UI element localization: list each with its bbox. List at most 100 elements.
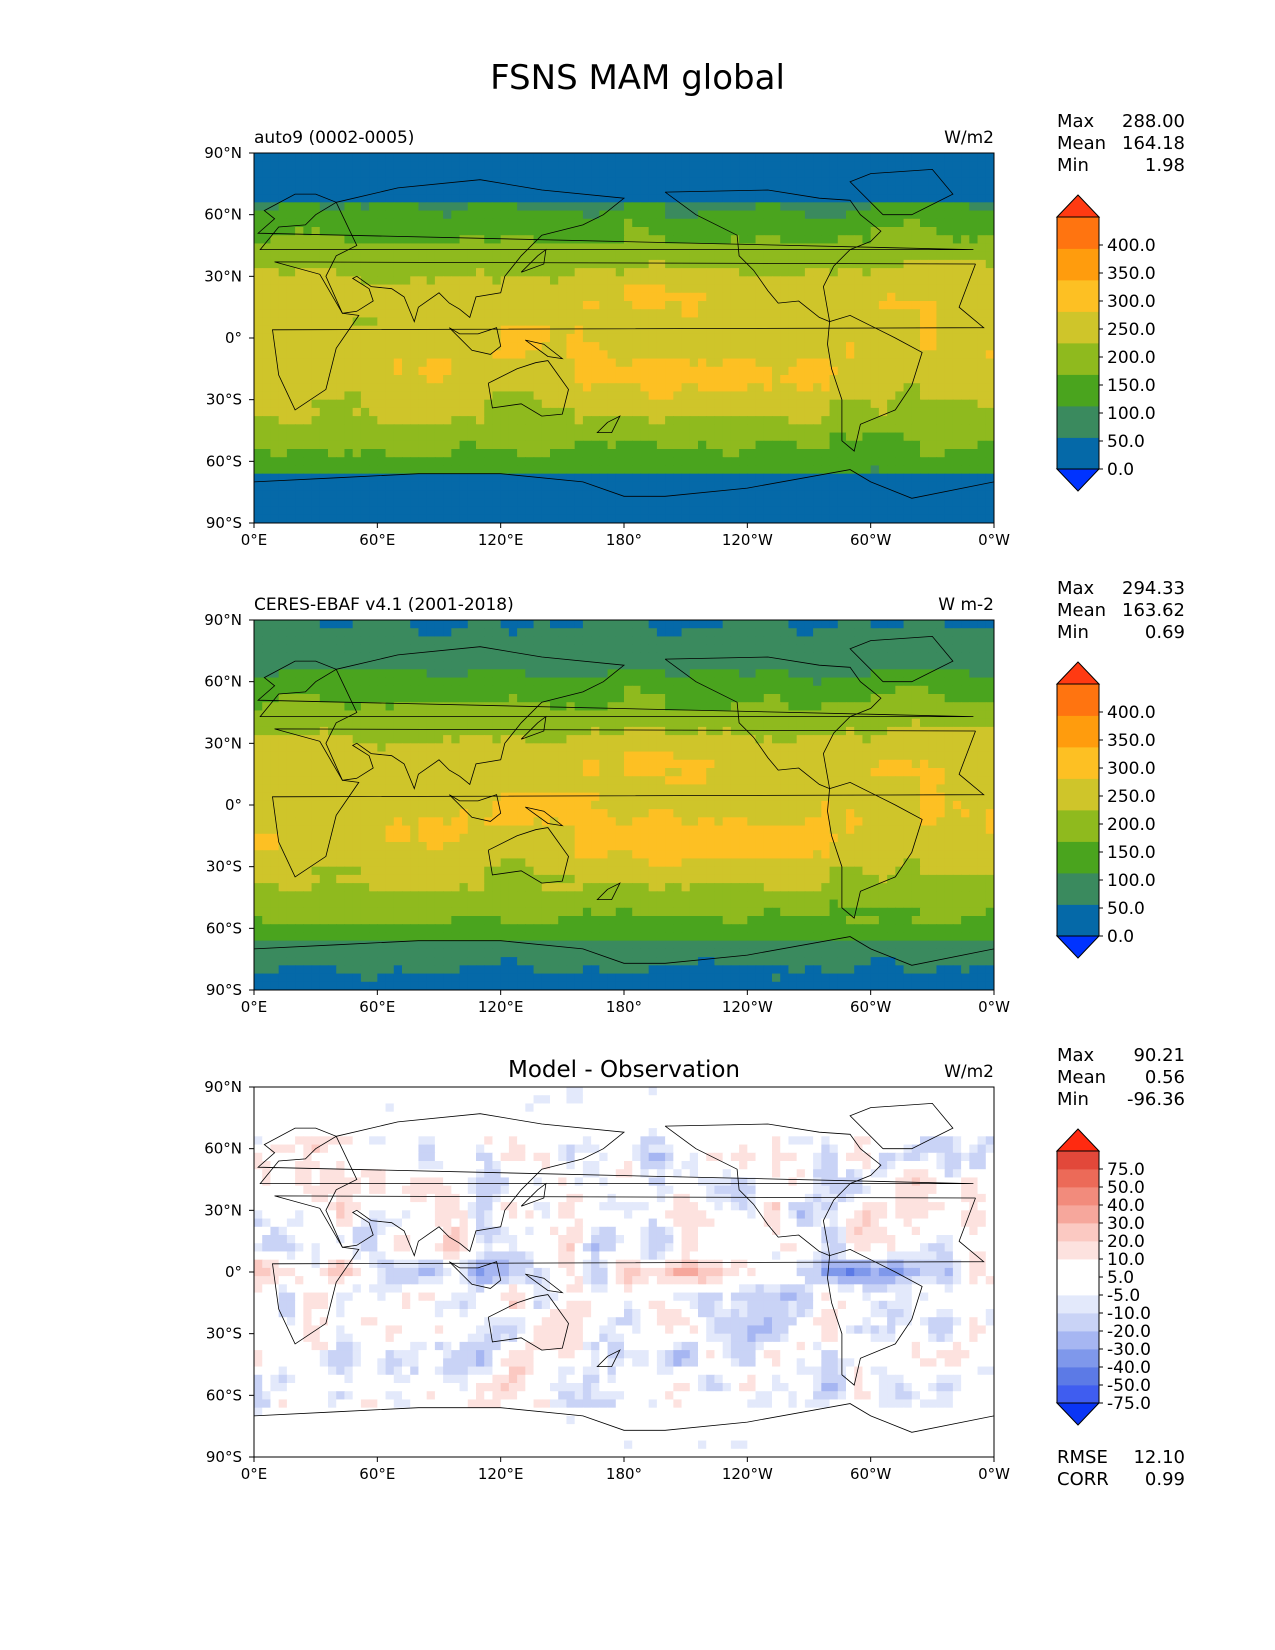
- field-cell: [656, 177, 666, 187]
- field-cell: [632, 506, 642, 516]
- field-cell: [451, 194, 461, 203]
- field-cell: [813, 251, 822, 261]
- field-cell: [574, 169, 584, 179]
- field-cell: [443, 669, 452, 679]
- field-cell: [426, 440, 436, 450]
- field-cell: [788, 628, 798, 638]
- field-cell: [385, 506, 395, 516]
- field-cell: [854, 177, 864, 187]
- field-cell: [558, 490, 568, 499]
- field-cell: [722, 457, 732, 467]
- field-cell: [385, 235, 395, 245]
- field-cell: [722, 243, 732, 253]
- field-cell: [739, 309, 748, 319]
- field-cell: [788, 309, 798, 319]
- field-cell: [780, 268, 790, 277]
- field-cell: [541, 399, 551, 409]
- field-cell: [476, 473, 485, 483]
- field-cell: [517, 309, 526, 319]
- field-cell: [837, 636, 847, 646]
- field-cell: [426, 694, 436, 703]
- field-cell: [566, 309, 576, 319]
- field-cell: [344, 440, 354, 450]
- field-cell: [434, 457, 444, 467]
- field-cell: [772, 276, 781, 286]
- field-cell: [730, 399, 740, 409]
- field-cell: [352, 169, 362, 179]
- field-cell: [624, 636, 633, 646]
- field-cell: [788, 333, 798, 343]
- field-cell: [533, 473, 543, 483]
- field-cell: [451, 251, 461, 261]
- field-cell: [451, 514, 461, 523]
- field-cell: [344, 514, 354, 523]
- field-cell: [714, 677, 724, 687]
- field-cell: [377, 416, 387, 425]
- field-cell: [739, 416, 748, 425]
- field-cell: [319, 268, 329, 277]
- field-cell: [286, 677, 296, 687]
- field-cell: [344, 169, 354, 179]
- field-cell: [295, 416, 304, 425]
- field-cell: [459, 514, 469, 523]
- field-cell: [541, 432, 551, 442]
- field-cell: [254, 169, 263, 179]
- field-cell: [624, 465, 633, 475]
- field-cell: [369, 153, 378, 162]
- field-cell: [813, 284, 822, 294]
- field-cell: [755, 416, 765, 425]
- field-cell: [574, 407, 584, 417]
- field-cell: [944, 457, 954, 467]
- field-cell: [615, 407, 625, 417]
- field-cell: [854, 440, 864, 450]
- field-cell: [286, 161, 296, 171]
- field-cell: [295, 243, 304, 253]
- field-cell: [895, 399, 905, 409]
- field-cell: [624, 268, 633, 277]
- field-cell: [574, 652, 584, 662]
- field-cell: [319, 259, 329, 269]
- field-cell: [706, 358, 716, 368]
- field-cell: [665, 375, 674, 384]
- field-cell: [303, 457, 313, 467]
- field-cell: [418, 194, 428, 203]
- field-cell: [878, 391, 888, 401]
- field-cell: [254, 366, 263, 376]
- field-cell: [821, 498, 831, 508]
- field-cell: [500, 309, 510, 319]
- field-cell: [837, 235, 847, 245]
- field-cell: [911, 481, 921, 491]
- field-cell: [804, 210, 814, 220]
- field-cell: [837, 677, 847, 687]
- field-cell: [541, 210, 551, 220]
- field-cell: [813, 366, 822, 376]
- field-cell: [911, 685, 921, 695]
- field-cell: [607, 317, 617, 327]
- field-cell: [254, 342, 263, 351]
- field-cell: [467, 243, 477, 253]
- field-cell: [344, 694, 354, 703]
- field-cell: [508, 375, 518, 384]
- field-cell: [640, 383, 650, 393]
- field-cell: [911, 677, 921, 687]
- field-cell: [566, 399, 576, 409]
- field-cell: [467, 490, 477, 499]
- field-cell: [961, 661, 970, 670]
- field-cell: [722, 235, 732, 245]
- field-cell: [328, 268, 337, 277]
- field-cell: [813, 416, 822, 425]
- field-cell: [763, 432, 773, 442]
- field-cell: [763, 498, 773, 508]
- field-cell: [558, 685, 568, 695]
- field-cell: [434, 465, 444, 475]
- field-cell: [311, 185, 321, 195]
- field-cell: [385, 661, 395, 670]
- field-cell: [591, 449, 600, 458]
- field-cell: [500, 210, 510, 220]
- field-cell: [369, 449, 378, 458]
- field-cell: [270, 383, 280, 393]
- field-cell: [952, 210, 962, 220]
- field-cell: [920, 227, 929, 236]
- field-cell: [944, 227, 954, 236]
- field-cell: [928, 342, 938, 351]
